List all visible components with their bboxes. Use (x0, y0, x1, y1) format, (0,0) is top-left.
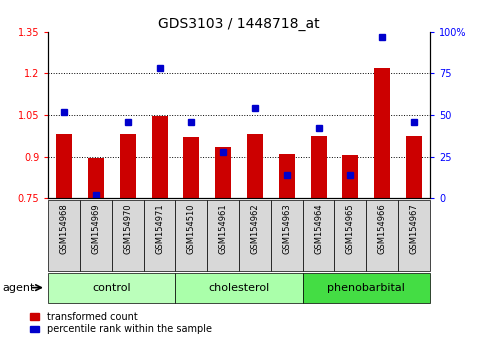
Text: GSM154968: GSM154968 (60, 204, 69, 254)
Bar (311, 136, 327, 198)
Bar (88, 158, 104, 198)
Title: GDS3103 / 1448718_at: GDS3103 / 1448718_at (158, 17, 320, 31)
Text: GSM154964: GSM154964 (314, 204, 323, 254)
Bar (80, 200, 112, 271)
Bar (342, 155, 358, 198)
Text: control: control (93, 282, 131, 293)
Text: GSM154970: GSM154970 (123, 204, 132, 254)
Bar (56, 135, 72, 198)
Text: phenobarbital: phenobarbital (327, 282, 405, 293)
Bar (247, 135, 263, 198)
Bar (303, 273, 430, 303)
Bar (120, 135, 136, 198)
Bar (398, 200, 430, 271)
Text: GSM154966: GSM154966 (378, 204, 387, 254)
Bar (48, 273, 175, 303)
Text: cholesterol: cholesterol (209, 282, 270, 293)
Bar (335, 200, 366, 271)
Text: GSM154961: GSM154961 (219, 204, 227, 254)
Text: GSM154510: GSM154510 (187, 204, 196, 254)
Text: GSM154967: GSM154967 (410, 204, 418, 254)
Text: GSM154969: GSM154969 (91, 204, 100, 254)
Bar (374, 68, 390, 198)
Text: agent: agent (2, 282, 35, 293)
Bar (152, 116, 168, 198)
Text: GSM154962: GSM154962 (251, 204, 259, 254)
Bar (48, 200, 80, 271)
Bar (279, 154, 295, 198)
Bar (175, 273, 303, 303)
Bar (144, 200, 175, 271)
Bar (366, 200, 398, 271)
Bar (239, 200, 271, 271)
Bar (184, 137, 199, 198)
Legend: transformed count, percentile rank within the sample: transformed count, percentile rank withi… (29, 311, 213, 336)
Bar (207, 200, 239, 271)
Text: GSM154971: GSM154971 (155, 204, 164, 254)
Bar (303, 200, 335, 271)
Bar (271, 200, 303, 271)
Bar (215, 147, 231, 198)
Bar (175, 200, 207, 271)
Text: GSM154965: GSM154965 (346, 204, 355, 254)
Bar (112, 200, 144, 271)
Text: GSM154963: GSM154963 (282, 204, 291, 254)
Bar (406, 136, 422, 198)
